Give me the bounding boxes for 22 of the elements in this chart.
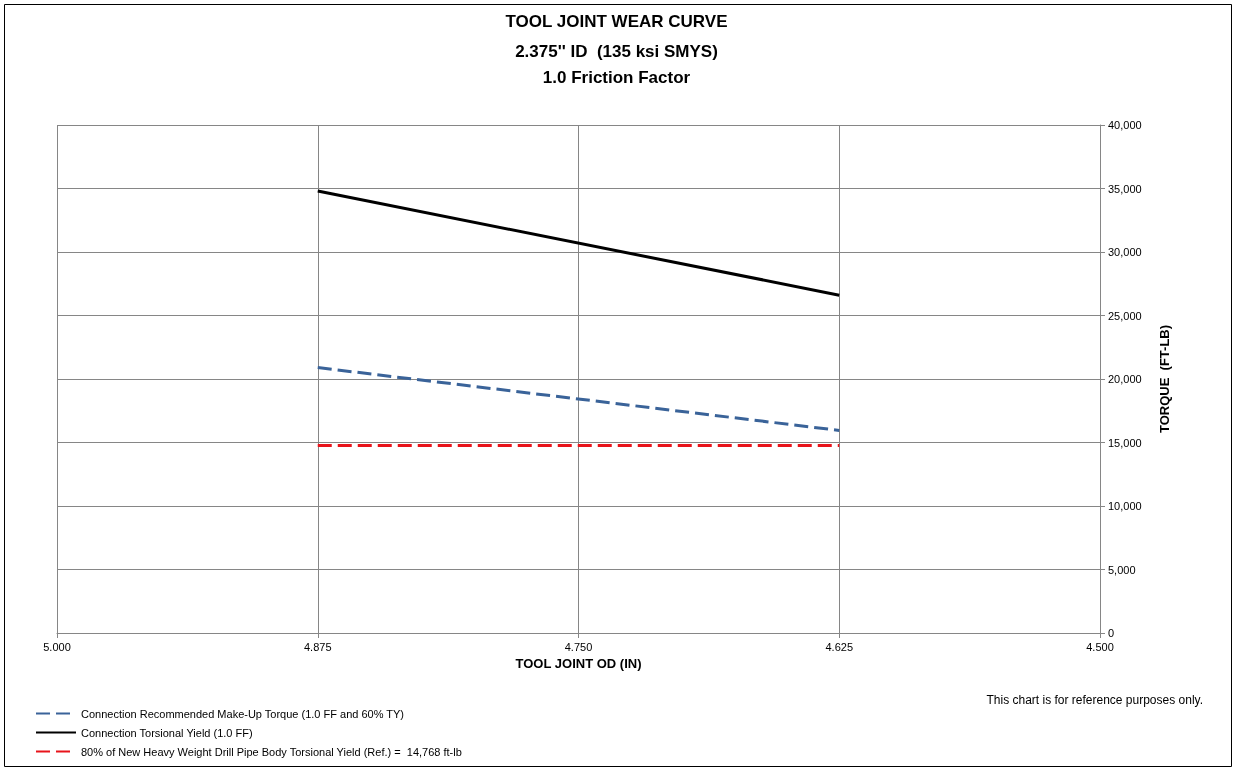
y2-tick-label: 5,000	[1108, 563, 1136, 576]
y2-tick-label: 40,000	[1108, 119, 1142, 131]
y2-axis-title: TORQUE (FT-LB)	[1157, 324, 1172, 434]
legend-label: 80% of New Heavy Weight Drill Pipe Body Torsional Yield (Ref.) = 14,768 ft-lb	[81, 745, 462, 758]
y2-tick-label: 35,000	[1108, 182, 1142, 195]
legend-label: Connection Recommended Make-Up Torque (1.0 FF and 60% TY)	[81, 707, 405, 720]
chart-title: TOOL JOINT WEAR CURVE	[505, 12, 728, 31]
y2-tick-label: 20,000	[1108, 373, 1142, 385]
x-tick-label: 4.875	[303, 640, 332, 653]
x-tick-label: 5.000	[43, 640, 71, 653]
y2-tick-label: 0	[1108, 627, 1115, 639]
y2-tick-label: 10,000	[1108, 500, 1142, 512]
y2-tick-label: 25,000	[1108, 309, 1142, 322]
x-axis-title: TOOL JOINT OD (IN)	[515, 655, 642, 671]
text: This chart is for reference purposes only.	[986, 693, 1204, 707]
legend-label: Connection Torsional Yield (1.0 FF)	[81, 726, 253, 739]
x-tick-label: 4.500	[1086, 640, 1114, 653]
x-tick-label: 4.750	[564, 640, 593, 653]
y2-tick-label: 30,000	[1108, 246, 1142, 258]
chart-subtitle: 2.375'' ID (135 ksi SMYS) 1.0 Friction Factor	[515, 41, 718, 87]
x-tick-label: 4.625	[825, 640, 854, 653]
y2-tick-label: 15,000	[1108, 436, 1142, 449]
